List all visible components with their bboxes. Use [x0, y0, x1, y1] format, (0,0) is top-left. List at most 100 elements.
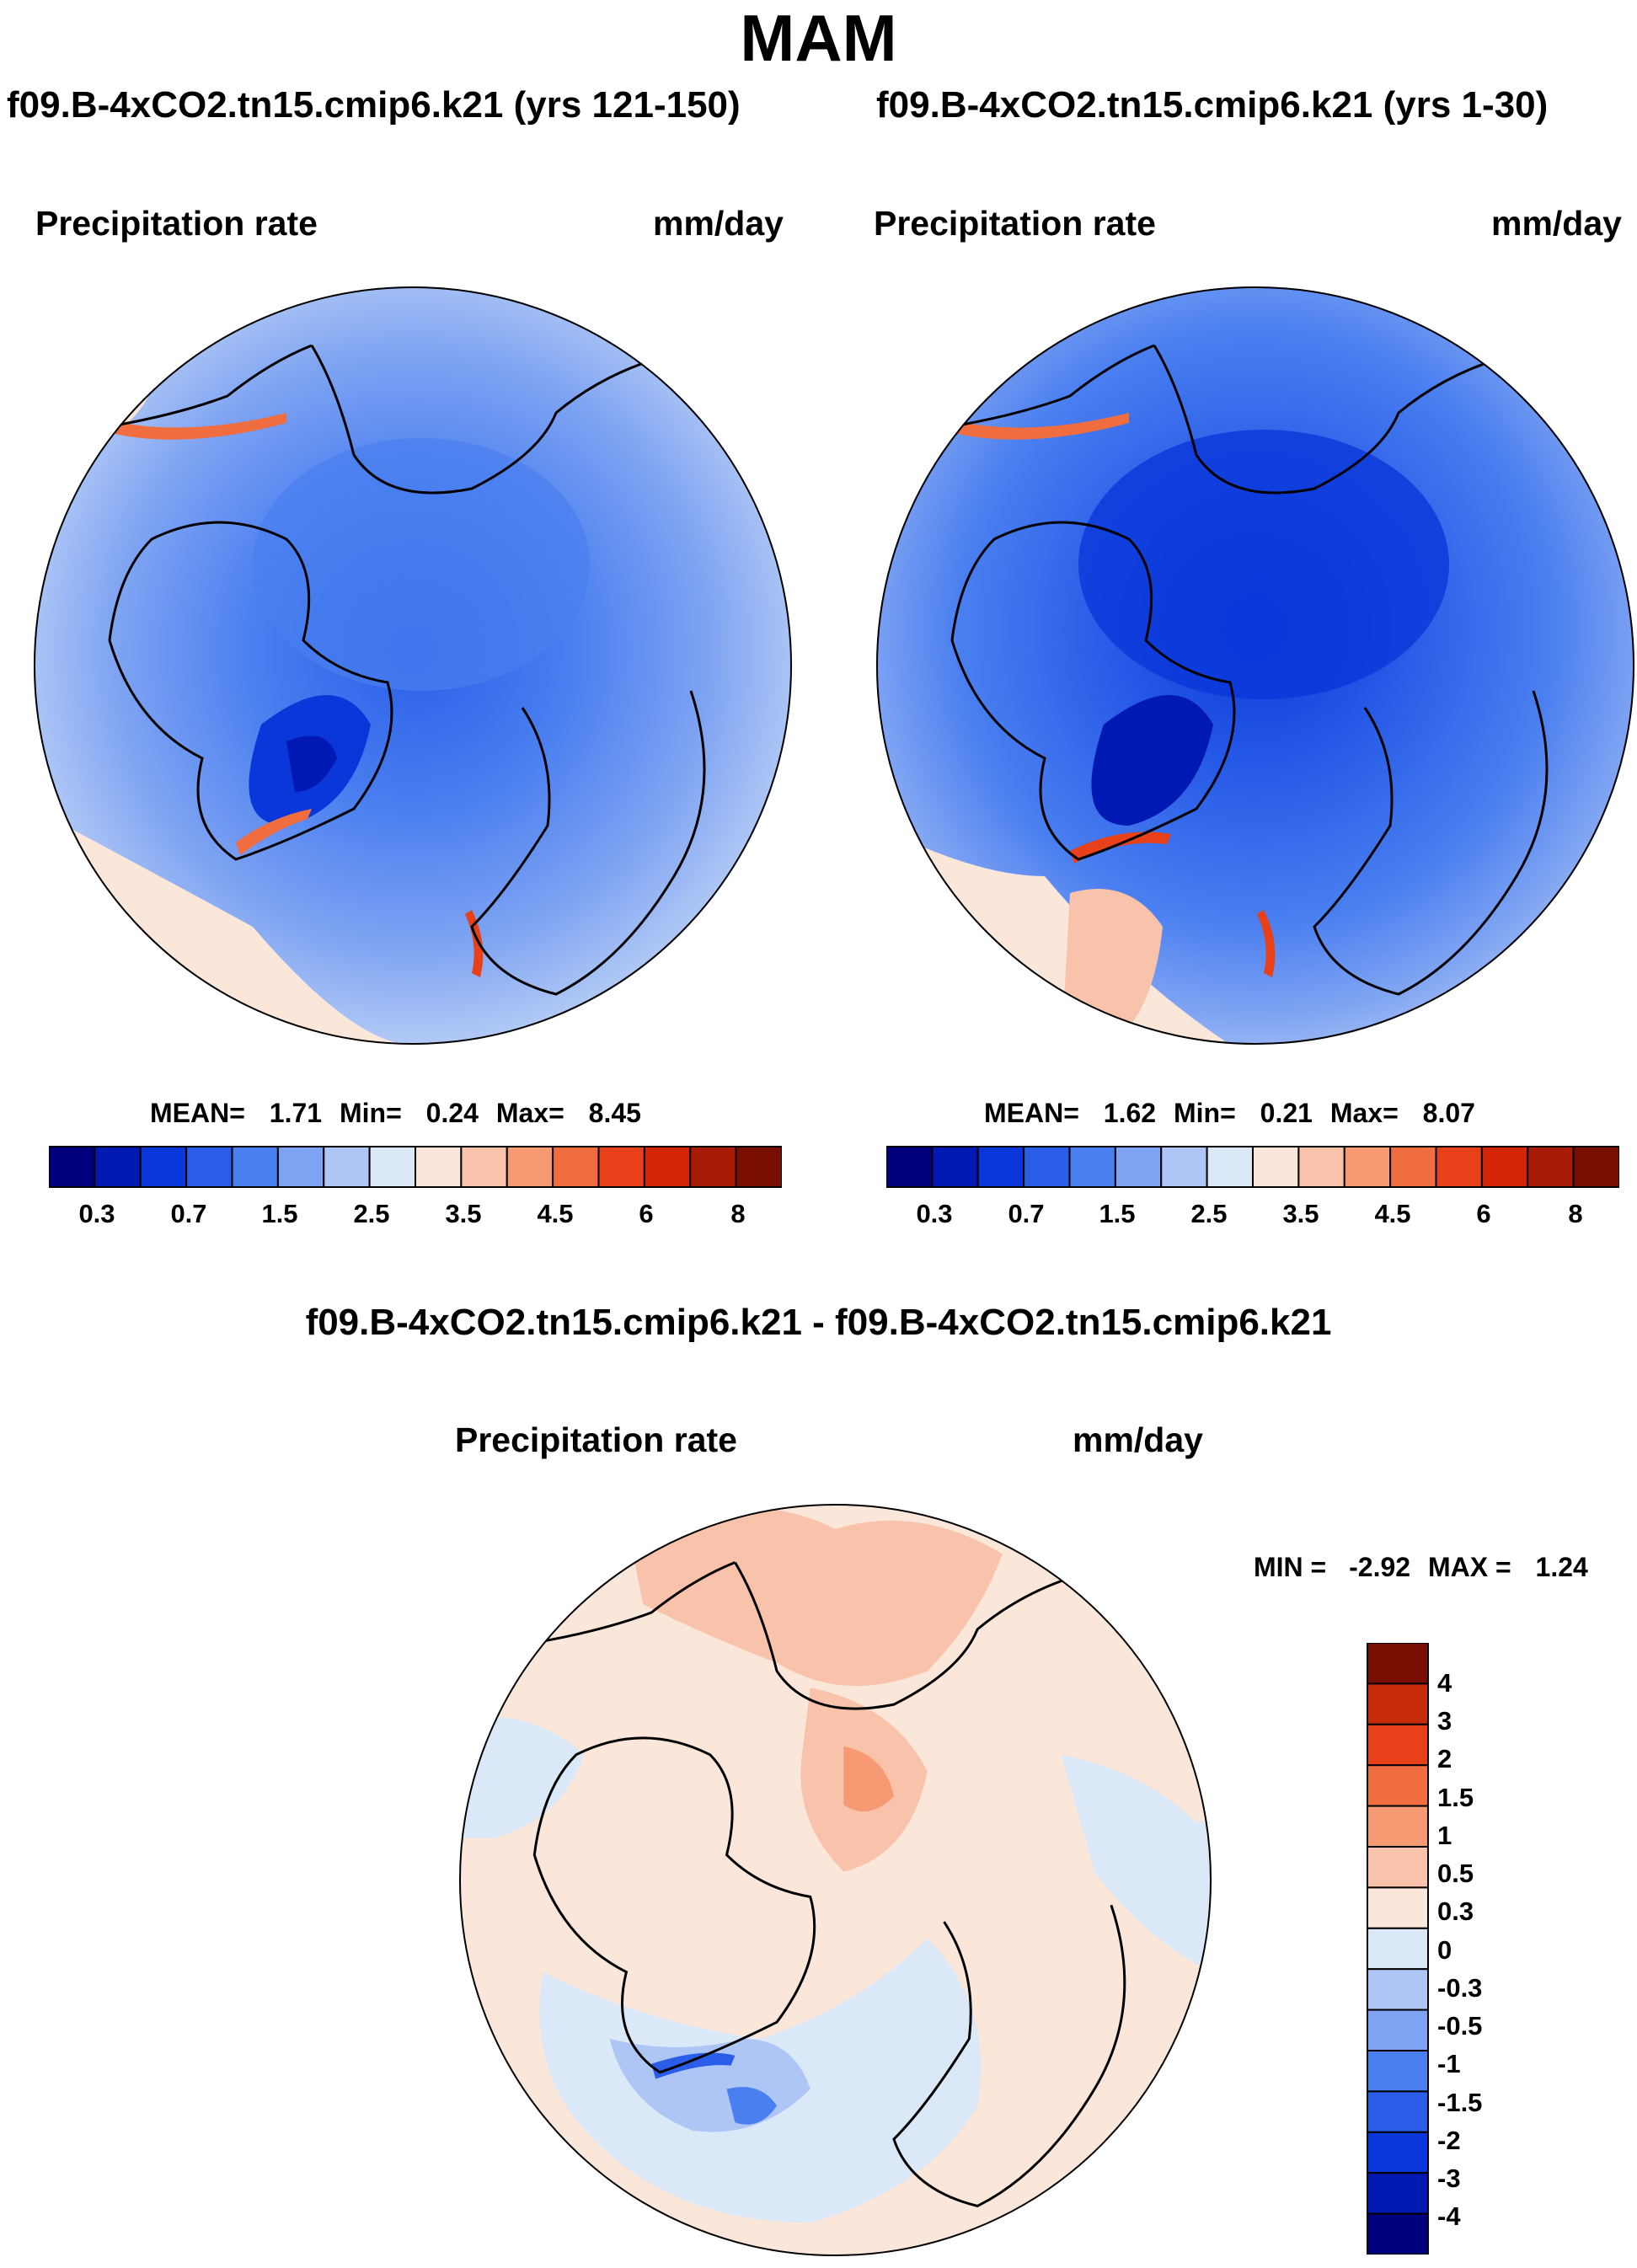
bottom-coastline-canada-greenland: [532, 1736, 816, 2074]
right-colorbar-swatch-10: [1343, 1146, 1392, 1188]
left-colorbar-swatch-14: [689, 1146, 737, 1188]
left-coastline-eurasia: [470, 690, 706, 996]
bottom-tick-12: -2: [1437, 2126, 1461, 2155]
right-colorbar-ticks: 0.3 0.7 1.5 2.5 3.5 4.5 6 8: [886, 1199, 1619, 1233]
left-tick-3: 2.5: [353, 1199, 390, 1228]
right-colorbar-swatch-14: [1527, 1146, 1575, 1188]
right-polar-map: [876, 286, 1634, 1045]
right-colorbar-swatch-15: [1572, 1146, 1619, 1188]
right-colorbar-swatch-4: [1068, 1146, 1116, 1188]
bottom-colorbar: [1367, 1643, 1429, 2255]
left-max-value: 8.45: [588, 1098, 641, 1128]
left-arctic-ocean: [253, 438, 590, 691]
bottom-tick-14: -4: [1437, 2201, 1461, 2231]
right-tick-0: 0.3: [916, 1199, 953, 1228]
right-tick-5: 4.5: [1374, 1199, 1411, 1228]
bottom-min-value: -2.92: [1349, 1552, 1411, 1582]
bottom-min-label: MIN =: [1254, 1552, 1327, 1582]
bottom-tick-10: -1: [1437, 2049, 1461, 2078]
left-colorbar-swatch-11: [552, 1146, 600, 1188]
left-colorbar-swatch-9: [460, 1146, 508, 1188]
left-colorbar-swatch-10: [506, 1146, 554, 1188]
left-tick-2: 1.5: [261, 1199, 298, 1228]
bottom-panel-title: f09.B-4xCO2.tn15.cmip6.k21 - f09.B-4xCO2…: [305, 1302, 1332, 1343]
right-mean-value: 1.62: [1103, 1098, 1157, 1128]
right-colorbar-swatch-3: [1023, 1146, 1071, 1188]
right-tick-2: 1.5: [1099, 1199, 1136, 1228]
left-colorbar-swatch-12: [597, 1146, 645, 1188]
right-colorbar-swatch-7: [1206, 1146, 1254, 1188]
bottom-alaska-drier: [459, 1717, 585, 1838]
left-colorbar-swatch-8: [415, 1146, 463, 1188]
bottom-colorbar-swatch-1: [1367, 1682, 1429, 1725]
main-title: MAM: [740, 1, 897, 75]
bottom-colorbar-swatch-5: [1367, 1846, 1429, 1889]
left-colorbar-swatch-3: [185, 1146, 233, 1188]
left-max-label: Max=: [495, 1098, 564, 1128]
bottom-colorbar-swatch-2: [1367, 1723, 1429, 1767]
left-units-label: mm/day: [653, 204, 784, 243]
left-colorbar-swatch-2: [139, 1146, 188, 1188]
right-max-label: Max=: [1329, 1098, 1399, 1128]
bottom-iceland-drier: [726, 2087, 778, 2125]
left-norway-wet-band: [465, 910, 484, 977]
bottom-colorbar-swatch-9: [1367, 2009, 1429, 2052]
bottom-colorbar-swatch-0: [1367, 1643, 1429, 1685]
left-alaska-wet-band: [84, 413, 286, 440]
bottom-tick-2: 2: [1437, 1744, 1452, 1773]
right-alaska-wet-band: [927, 413, 1129, 440]
right-variable-label: Precipitation rate: [874, 204, 1156, 243]
left-mean-value: 1.71: [269, 1098, 323, 1128]
right-panel-title: f09.B-4xCO2.tn15.cmip6.k21 (yrs 1-30): [876, 84, 1549, 126]
left-tick-1: 0.7: [170, 1199, 207, 1228]
right-colorbar-swatch-13: [1480, 1146, 1529, 1188]
bottom-tick-0: 4: [1437, 1668, 1452, 1698]
bottom-tick-11: -1.5: [1437, 2088, 1483, 2117]
left-greenland-core: [286, 735, 337, 792]
bottom-colorbar-swatch-13: [1367, 2172, 1429, 2215]
left-tick-7: 8: [730, 1199, 746, 1228]
bottom-tick-9: -0.5: [1437, 2011, 1483, 2041]
left-colorbar-swatch-0: [49, 1146, 96, 1188]
right-colorbar-swatch-2: [976, 1146, 1025, 1188]
right-colorbar: [886, 1146, 1619, 1188]
bottom-max-value: 1.24: [1535, 1552, 1588, 1582]
bottom-colorbar-ticks: 4 3 2 1.5 1 0.5 0.3 0 -0.3 -0.5 -1 -1.5 …: [1437, 1643, 1538, 2255]
left-min-label: Min=: [339, 1098, 402, 1128]
bottom-max-label: MAX =: [1427, 1552, 1511, 1582]
right-tick-3: 2.5: [1190, 1199, 1228, 1228]
left-mean-label: MEAN=: [150, 1098, 245, 1128]
bottom-colorbar-swatch-6: [1367, 1886, 1429, 1929]
left-panel-title: f09.B-4xCO2.tn15.cmip6.k21 (yrs 121-150): [7, 84, 741, 126]
bottom-arctic-core: [843, 1746, 894, 1812]
bottom-variable-label: Precipitation rate: [455, 1420, 737, 1459]
bottom-tick-5: 0.5: [1437, 1859, 1474, 1888]
left-min-value: 0.24: [425, 1098, 479, 1128]
bottom-greenland-core: [651, 2052, 736, 2079]
left-colorbar: [49, 1146, 782, 1188]
bottom-tick-4: 1: [1437, 1821, 1452, 1850]
right-max-value: 8.07: [1422, 1098, 1475, 1128]
right-arctic-ocean: [1078, 430, 1449, 699]
bottom-siberia-drier: [1061, 1754, 1212, 1972]
right-coastline-canada-greenland: [950, 521, 1236, 861]
left-colorbar-swatch-4: [231, 1146, 279, 1188]
bottom-tick-3: 1.5: [1437, 1783, 1474, 1812]
bottom-coastline-eurasia: [892, 1904, 1126, 2208]
right-stats: MEAN= 1.62 Min= 0.21 Max= 8.07: [984, 1098, 1475, 1129]
left-colorbar-swatch-6: [323, 1146, 371, 1188]
right-greenland-dry: [1091, 695, 1213, 826]
bottom-tick-8: -0.3: [1437, 1973, 1483, 2003]
right-tick-6: 6: [1476, 1199, 1491, 1228]
bottom-tick-13: -3: [1437, 2164, 1461, 2193]
bottom-tick-6: 0.3: [1437, 1896, 1474, 1926]
right-tick-7: 8: [1568, 1199, 1583, 1228]
bottom-colorbar-swatch-11: [1367, 2090, 1429, 2133]
right-tick-4: 3.5: [1282, 1199, 1319, 1228]
right-colorbar-swatch-1: [931, 1146, 979, 1188]
right-colorbar-swatch-5: [1114, 1146, 1163, 1188]
right-norway-wet-band: [1257, 910, 1276, 977]
bottom-colorbar-swatch-12: [1367, 2131, 1429, 2174]
left-stats: MEAN= 1.71 Min= 0.24 Max= 8.45: [150, 1098, 641, 1129]
left-variable-label: Precipitation rate: [35, 204, 318, 243]
